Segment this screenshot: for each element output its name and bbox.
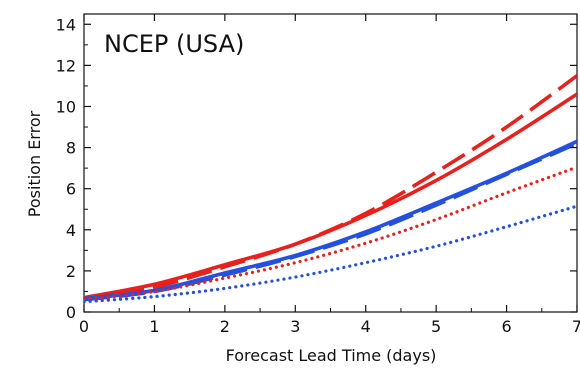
series-line-1-dashed: [84, 74, 577, 302]
chart-title: NCEP (USA): [104, 30, 244, 58]
y-axis-label: Position Error: [25, 110, 44, 217]
y-tick-label: 14: [56, 15, 76, 34]
y-tick-label: 12: [56, 56, 76, 75]
plot-area: [83, 13, 578, 313]
x-tick-label: 4: [361, 317, 371, 336]
x-tick-label: 0: [79, 317, 89, 336]
y-tick-label: 4: [66, 221, 76, 240]
series-line-4-dashed: [84, 141, 577, 302]
y-tick-label: 0: [66, 303, 76, 322]
x-tick-label: 5: [431, 317, 441, 336]
x-tick-label: 3: [290, 317, 300, 336]
x-tick-label: 1: [149, 317, 159, 336]
series-line-5-dotted: [84, 165, 577, 302]
series-line-6-dotted: [84, 204, 577, 304]
x-tick-label: 7: [572, 317, 580, 336]
x-axis-label: Forecast Lead Time (days): [226, 346, 437, 365]
y-tick-label: 2: [66, 262, 76, 281]
x-tick-label: 6: [501, 317, 511, 336]
y-tick-label: 6: [66, 180, 76, 199]
y-tick-label: 10: [56, 97, 76, 116]
series-group: [84, 74, 577, 304]
series-line-3-solid: [84, 139, 577, 301]
x-tick-label: 2: [220, 317, 230, 336]
plot-frame: [83, 13, 578, 313]
y-tick-label: 8: [66, 139, 76, 158]
series-line-2-solid: [84, 92, 577, 300]
